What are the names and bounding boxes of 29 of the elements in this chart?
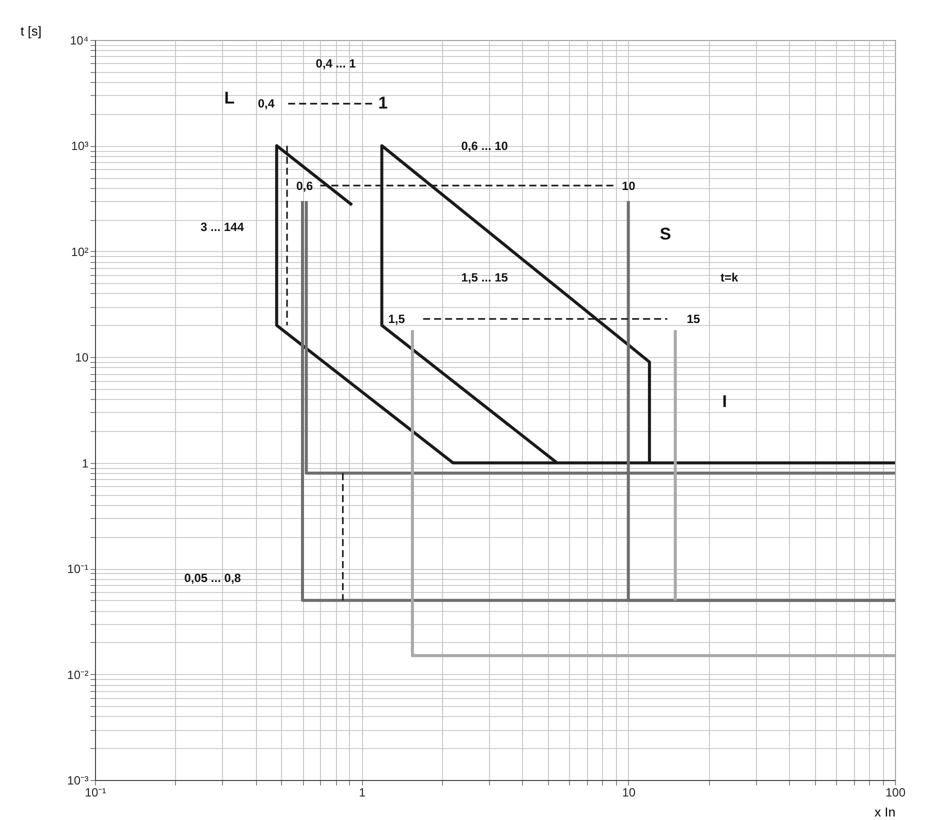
annotation: 0,6 ... 10 [461, 138, 508, 153]
x-tick-label: 10⁻¹ [84, 786, 106, 800]
annotation: 3 ... 144 [200, 220, 244, 234]
y-tick-label: 10⁻³ [67, 774, 89, 788]
annotation: 1 [378, 94, 388, 113]
y-tick-label: 10⁻¹ [67, 562, 89, 576]
annotation: 1,5 ... 15 [461, 270, 508, 285]
annotation: L [224, 88, 235, 108]
annotation: 0,4 [258, 96, 275, 111]
annotation: t=k [720, 270, 739, 285]
y-axis-title: t [s] [20, 24, 42, 38]
annotation: 0,4 ... 1 [316, 56, 356, 71]
x-axis-title: x In [874, 804, 896, 820]
y-tick-label: 10⁴ [70, 34, 88, 48]
y-tick-label: 10⁻² [67, 668, 89, 682]
annotation: 0,6 [296, 178, 314, 193]
annotation: I [722, 392, 727, 411]
annotation: 15 [686, 312, 700, 326]
y-tick-label: 10² [71, 244, 89, 259]
annotation: 10 [622, 178, 636, 193]
x-tick-label: 10 [622, 786, 636, 800]
annotation: 0,05 ... 0,8 [184, 570, 242, 585]
annotation: S [660, 224, 672, 244]
y-tick-label: 1 [82, 456, 89, 470]
annotation: 1,5 [388, 312, 406, 326]
y-tick-label: 10³ [71, 139, 89, 154]
y-tick-label: 10 [75, 350, 89, 365]
x-tick-label: 100 [885, 786, 906, 800]
x-tick-label: 1 [358, 786, 366, 800]
